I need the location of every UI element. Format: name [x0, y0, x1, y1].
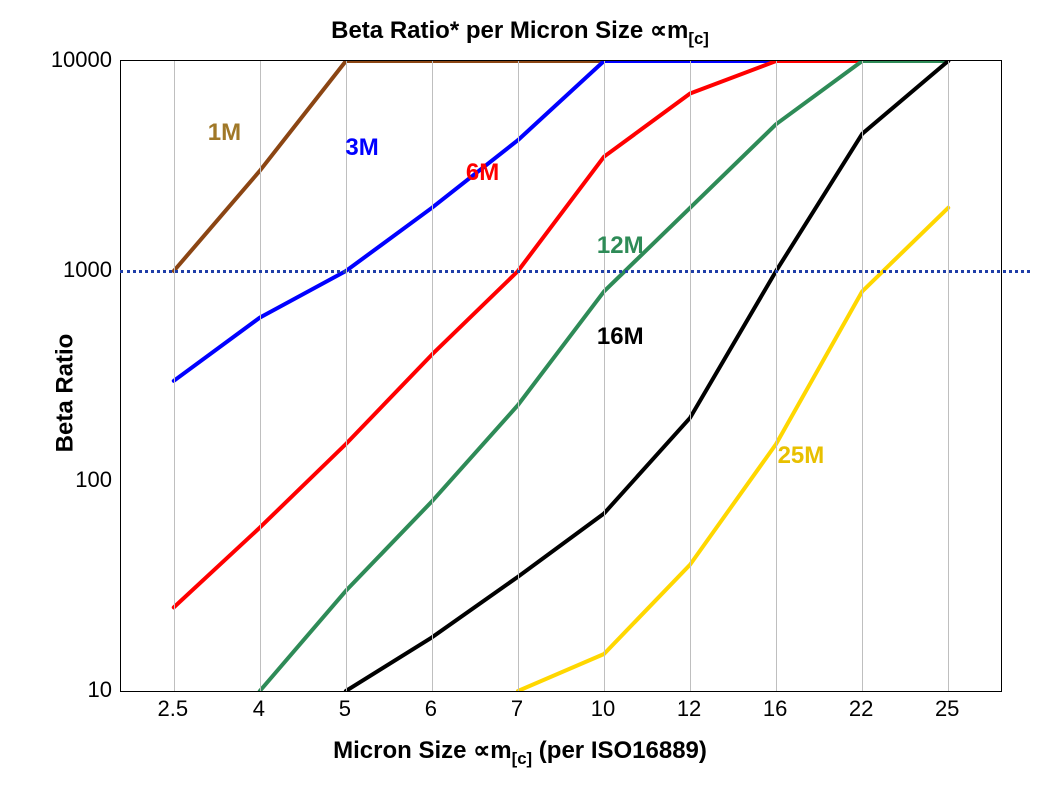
y-tick-label: 100 [75, 467, 112, 493]
xlabel-sub: [c] [512, 749, 533, 768]
x-tick-label: 6 [425, 696, 437, 722]
series-lines [121, 61, 1001, 691]
gridline-vertical [604, 61, 605, 691]
series-line [518, 208, 948, 691]
series-label: 16M [597, 323, 644, 351]
x-tick-label: 5 [339, 696, 351, 722]
x-axis-label: Micron Size ∝m[c] (per ISO16889) [0, 736, 1040, 769]
xlabel-suffix: (per ISO16889) [532, 737, 707, 764]
x-tick-label: 16 [763, 696, 787, 722]
series-line [174, 61, 948, 607]
series-line [174, 61, 948, 381]
x-tick-label: 2.5 [158, 696, 189, 722]
gridline-vertical [948, 61, 949, 691]
x-tick-label: 25 [935, 696, 959, 722]
beta-ratio-chart: Beta Ratio* per Micron Size ∝m[c] Beta R… [0, 0, 1040, 785]
series-label: 25M [778, 442, 825, 470]
series-line [346, 61, 948, 691]
y-tick-label: 10 [88, 677, 112, 703]
chart-title: Beta Ratio* per Micron Size ∝m[c] [0, 16, 1040, 49]
title-sub: [c] [688, 29, 709, 48]
y-axis-label: Beta Ratio [51, 333, 79, 452]
series-label: 3M [345, 134, 378, 162]
series-label: 12M [597, 232, 644, 260]
gridline-vertical [518, 61, 519, 691]
xlabel-prefix: Micron Size [333, 737, 473, 764]
reference-line [120, 270, 1030, 273]
gridline-vertical [776, 61, 777, 691]
gridline-vertical [690, 61, 691, 691]
x-tick-label: 10 [591, 696, 615, 722]
y-tick-label: 1000 [63, 257, 112, 283]
title-symbol: ∝m [650, 17, 688, 44]
gridline-vertical [260, 61, 261, 691]
title-prefix: Beta Ratio* per Micron Size [331, 17, 650, 44]
plot-area [120, 60, 1002, 692]
series-label: 6M [466, 159, 499, 187]
series-label: 1M [208, 119, 241, 147]
xlabel-symbol: ∝m [473, 737, 511, 764]
x-tick-label: 22 [849, 696, 873, 722]
y-tick-label: 10000 [51, 47, 112, 73]
x-tick-label: 7 [511, 696, 523, 722]
x-tick-label: 12 [677, 696, 701, 722]
gridline-vertical [174, 61, 175, 691]
x-tick-label: 4 [253, 696, 265, 722]
gridline-vertical [432, 61, 433, 691]
series-line [174, 61, 948, 271]
gridline-vertical [862, 61, 863, 691]
